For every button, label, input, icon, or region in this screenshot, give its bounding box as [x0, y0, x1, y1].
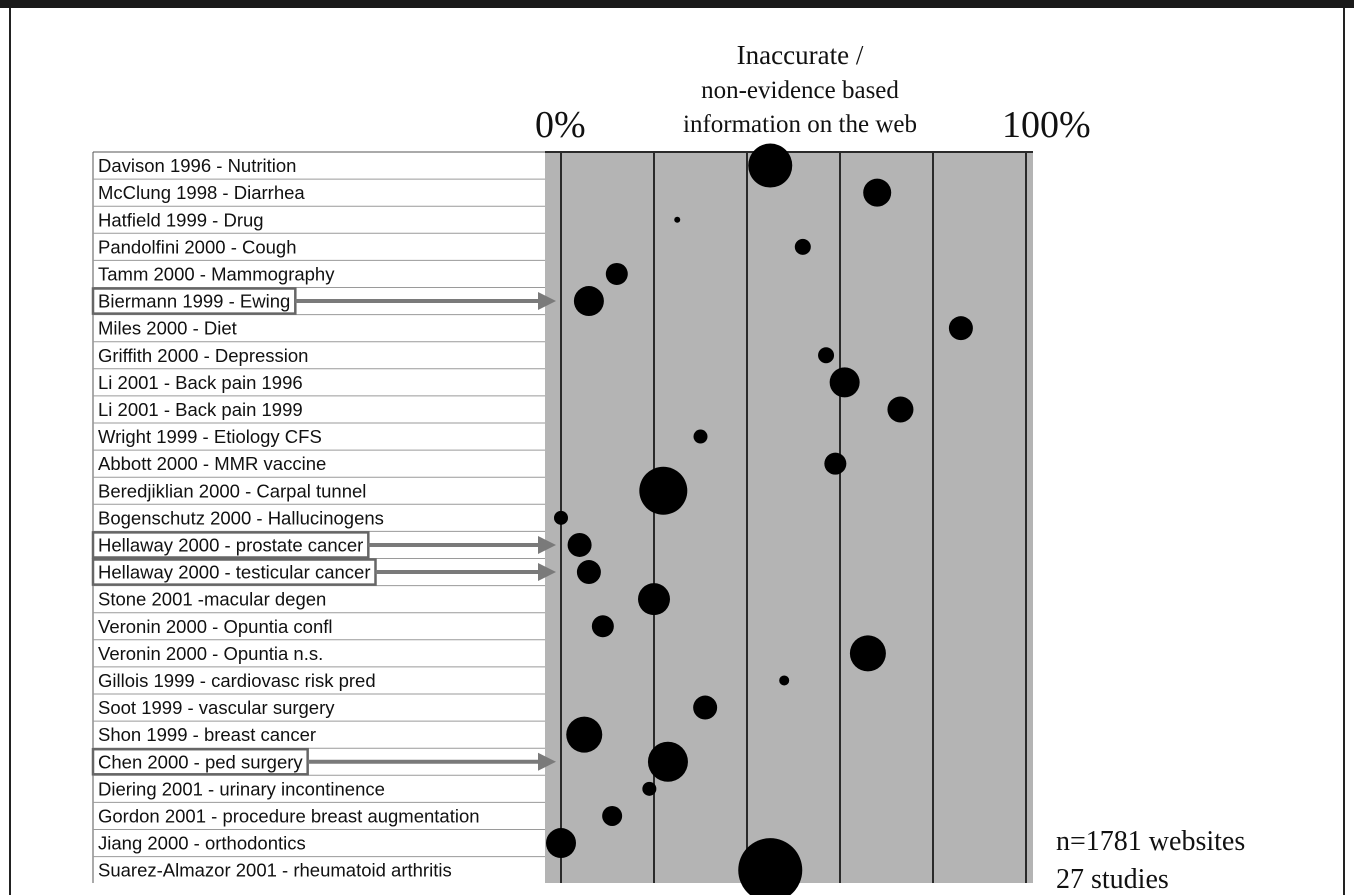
data-bubble [639, 466, 688, 515]
data-bubble [638, 583, 670, 616]
data-bubble [738, 838, 803, 895]
row-label: Griffith 2000 - Depression [98, 345, 308, 366]
row-label: Diering 2001 - urinary incontinence [98, 778, 385, 799]
row-label: Gillois 1999 - cardiovasc risk pred [98, 670, 376, 691]
data-bubble [642, 781, 657, 796]
figure-frame [9, 8, 1345, 895]
row-label: Soot 1999 - vascular surgery [98, 697, 335, 718]
data-bubble [647, 741, 688, 782]
pointer-arrow-head [538, 292, 556, 311]
data-bubble [554, 510, 568, 525]
row-label: Veronin 2000 - Opuntia n.s. [98, 643, 323, 664]
study-count-note: 27 studies [1056, 864, 1169, 895]
data-bubble [887, 396, 914, 423]
plot-background [545, 152, 1033, 883]
row-label: Hatfield 1999 - Drug [98, 209, 264, 230]
data-bubble [567, 532, 592, 557]
data-bubble [674, 216, 681, 223]
data-bubble [591, 615, 614, 638]
data-bubble [605, 262, 628, 285]
row-label: Tamm 2000 - Mammography [98, 263, 335, 284]
data-bubble [748, 143, 793, 188]
data-bubble [849, 635, 886, 672]
data-bubble [948, 316, 973, 341]
pointer-arrow-head [538, 563, 556, 582]
row-label: Li 2001 - Back pain 1999 [98, 399, 303, 420]
row-label: Shon 1999 - breast cancer [98, 724, 316, 745]
data-bubble [779, 675, 790, 686]
row-label: Suarez-Almazor 2001 - rheumatoid arthrit… [98, 860, 452, 881]
row-label: Biermann 1999 - Ewing [98, 291, 290, 312]
chart-title-line-1: Inaccurate / [736, 40, 864, 70]
row-label: Bogenschutz 2000 - Hallucinogens [98, 507, 384, 528]
data-bubble [576, 560, 601, 585]
row-label: Li 2001 - Back pain 1996 [98, 372, 303, 393]
row-label: Abbott 2000 - MMR vaccine [98, 453, 326, 474]
data-bubble [794, 238, 811, 255]
row-label: Stone 2001 -macular degen [98, 589, 326, 610]
chart-title-line-2: non-evidence based [701, 77, 899, 104]
data-bubble [818, 347, 835, 364]
row-label: Jiang 2000 - orthodontics [98, 833, 306, 854]
row-label: Gordon 2001 - procedure breast augmentat… [98, 805, 480, 826]
row-label: Davison 1996 - Nutrition [98, 155, 296, 176]
top-border [0, 0, 1354, 8]
data-bubble [863, 178, 892, 207]
data-bubble [829, 367, 860, 398]
data-bubble [693, 429, 708, 444]
pointer-arrow-head [538, 535, 556, 554]
data-bubble [566, 716, 603, 753]
data-bubble [693, 695, 718, 720]
chart-title-line-3: information on the web [683, 111, 917, 138]
x-axis-min-label: 0% [535, 104, 586, 146]
row-label: Miles 2000 - Diet [98, 318, 237, 339]
row-label: Chen 2000 - ped surgery [98, 751, 303, 772]
row-label: Hellaway 2000 - prostate cancer [98, 534, 363, 555]
row-label: Wright 1999 - Etiology CFS [98, 426, 322, 447]
row-label: Pandolfini 2000 - Cough [98, 236, 297, 257]
row-label: Hellaway 2000 - testicular cancer [98, 562, 371, 583]
sample-size-note: n=1781 websites [1056, 826, 1246, 857]
row-label: Veronin 2000 - Opuntia confl [98, 616, 333, 637]
row-label: McClung 1998 - Diarrhea [98, 182, 305, 203]
data-bubble [573, 286, 604, 317]
data-bubble [824, 452, 847, 475]
data-bubble [546, 828, 576, 859]
row-label: Beredjiklian 2000 - Carpal tunnel [98, 480, 366, 501]
x-axis-max-label: 100% [1002, 104, 1091, 146]
data-bubble [602, 805, 623, 826]
pointer-arrow-head [538, 752, 556, 771]
